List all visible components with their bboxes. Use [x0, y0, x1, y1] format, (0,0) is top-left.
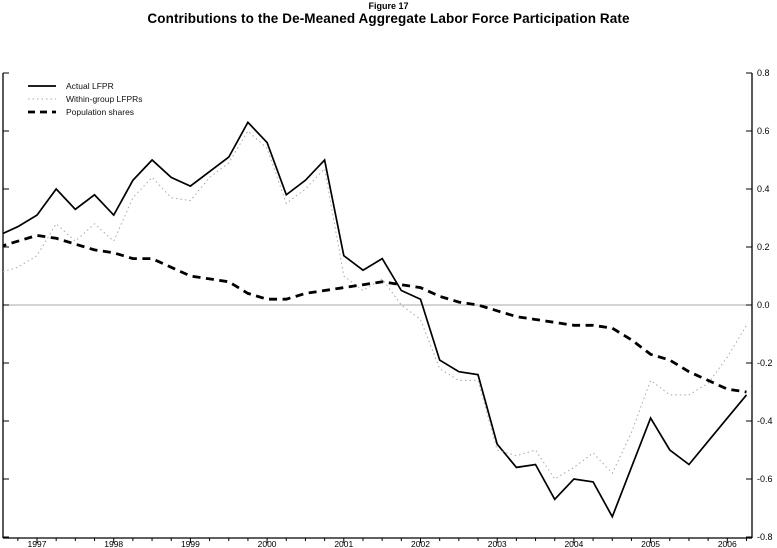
y-tick-label: -0.4: [757, 416, 773, 426]
page-title: Contributions to the De-Meaned Aggregate…: [147, 11, 630, 26]
x-tick-label: 2006: [718, 539, 737, 548]
series-within-group-lfprs: [3, 130, 747, 480]
series-actual-lfpr: [3, 120, 748, 519]
y-tick-label: 0.8: [757, 68, 770, 78]
dashed-line-sample-icon: [28, 110, 56, 113]
legend-item-population-shares: Population shares: [27, 105, 143, 118]
x-tick-label: 2001: [334, 539, 353, 548]
x-tick-label: 1999: [181, 539, 200, 548]
x-tick-label: 2002: [411, 539, 430, 548]
y-tick-label: 0.6: [757, 126, 770, 136]
dotted-line-sample-icon: [28, 98, 56, 99]
y-tick-label: 0.0: [757, 300, 770, 310]
legend-label: Population shares: [66, 106, 135, 117]
x-tick-label: 2005: [641, 539, 660, 548]
y-tick-label: -0.6: [757, 474, 773, 484]
series-population-shares: [3, 233, 747, 394]
legend-label: Actual LFPR: [66, 80, 114, 91]
x-tick-label: 2000: [258, 539, 277, 548]
solid-line-sample-icon: [28, 84, 56, 87]
x-tick-label: 1997: [28, 539, 47, 548]
y-tick-label: -0.2: [757, 358, 773, 368]
x-tick-label: 1998: [104, 539, 123, 548]
chart-legend: Actual LFPR Within-group LFPRs Populatio…: [27, 79, 143, 118]
y-tick-label: -0.8: [757, 532, 773, 542]
legend-item-actual-lfpr: Actual LFPR: [27, 79, 143, 92]
legend-item-within-group-lfprs: Within-group LFPRs: [27, 92, 143, 105]
legend-label: Within-group LFPRs: [66, 93, 143, 104]
figure-number: Figure 17: [368, 1, 409, 11]
y-tick-label: 0.2: [757, 242, 770, 252]
y-tick-label: 0.4: [757, 184, 770, 194]
x-tick-label: 2004: [564, 539, 583, 548]
x-tick-label: 2003: [488, 539, 507, 548]
